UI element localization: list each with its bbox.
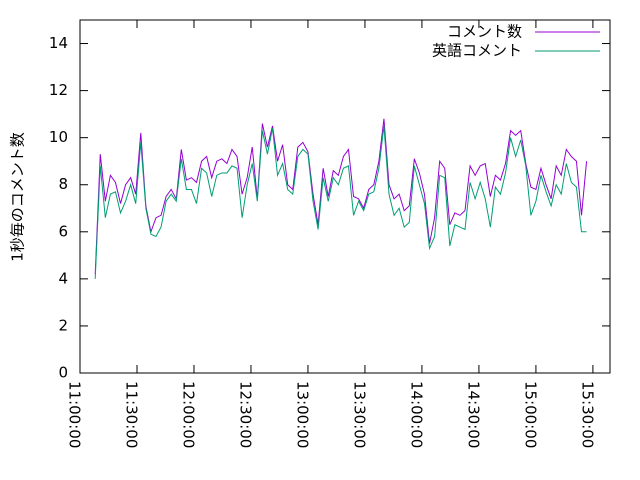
legend-label: 英語コメント — [432, 42, 522, 60]
x-tick-label: 14:00:00 — [407, 381, 425, 448]
y-tick-label: 10 — [49, 128, 68, 146]
plot-frame — [79, 19, 611, 374]
y-tick-label: 12 — [49, 81, 68, 99]
x-tick-label: 11:00:00 — [66, 381, 84, 448]
x-tick-label: 14:30:00 — [464, 381, 482, 448]
y-axis-label: 1秒毎のコメント数 — [9, 132, 27, 262]
y-tick-label: 2 — [58, 316, 68, 334]
y-tick-label: 6 — [58, 222, 68, 240]
x-tick-label: 12:00:00 — [179, 381, 197, 448]
y-tick-label: 14 — [49, 34, 68, 52]
y-tick-label: 8 — [58, 175, 68, 193]
x-tick-label: 15:30:00 — [578, 381, 596, 448]
y-tick-label: 0 — [58, 364, 68, 382]
x-tick-label: 11:30:00 — [122, 381, 140, 448]
x-tick-label: 13:00:00 — [293, 381, 311, 448]
legend-label: コメント数 — [447, 23, 522, 41]
y-tick-label: 4 — [58, 269, 68, 287]
x-tick-label: 12:30:00 — [236, 381, 254, 448]
x-tick-label: 15:00:00 — [521, 381, 539, 448]
x-tick-label: 13:30:00 — [350, 381, 368, 448]
series-line — [94, 125, 587, 279]
